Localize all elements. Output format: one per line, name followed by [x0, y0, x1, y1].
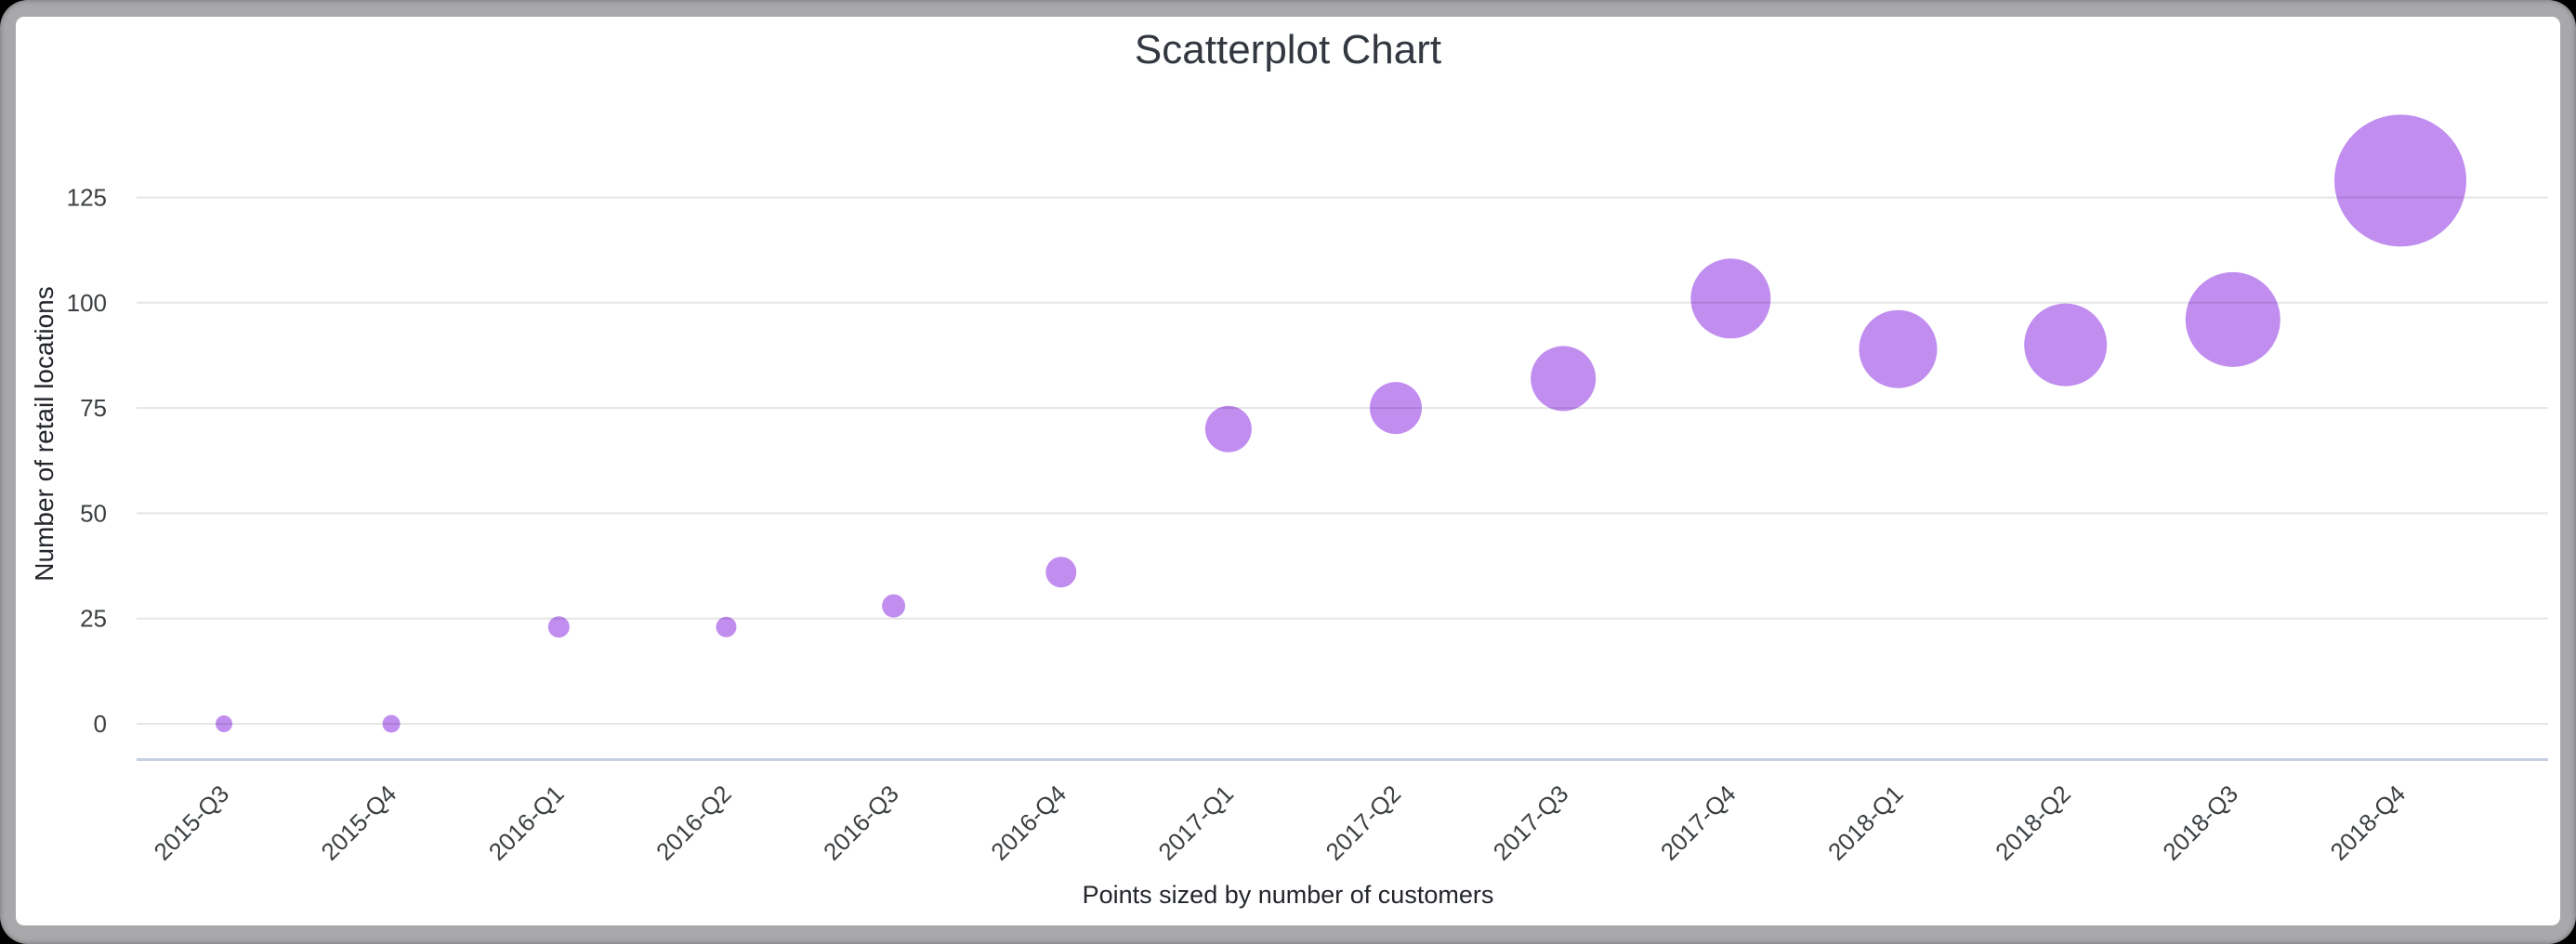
- bubble-2017-Q1[interactable]: [1204, 405, 1252, 452]
- y-tick-label-100: 100: [67, 289, 107, 317]
- bubble-2018-Q2[interactable]: [2024, 303, 2108, 387]
- y-tick-label-125: 125: [67, 184, 107, 212]
- y-tick-label-25: 25: [80, 605, 107, 633]
- x-tick-label-2016-Q1: 2016-Q1: [483, 780, 570, 866]
- bubble-2018-Q3[interactable]: [2185, 271, 2280, 367]
- chart-title: Scatterplot Chart: [1134, 27, 1442, 72]
- bubble-2017-Q2[interactable]: [1370, 382, 1422, 435]
- bubble-2016-Q3[interactable]: [882, 594, 906, 618]
- x-axis-caption: Points sized by number of customers: [1082, 881, 1494, 909]
- x-tick-label-2018-Q1: 2018-Q1: [1822, 780, 1909, 866]
- bubble-2016-Q1[interactable]: [547, 616, 570, 638]
- bubble-2017-Q4[interactable]: [1690, 258, 1771, 339]
- y-tick-label-50: 50: [80, 499, 107, 527]
- x-tick-label-2018-Q2: 2018-Q2: [1990, 780, 2076, 866]
- y-tick-label-75: 75: [80, 394, 107, 422]
- x-tick-label-2015-Q4: 2015-Q4: [316, 780, 402, 866]
- bubble-2015-Q3[interactable]: [216, 715, 232, 732]
- x-tick-label-2017-Q1: 2017-Q1: [1152, 780, 1239, 866]
- bubble-2017-Q3[interactable]: [1531, 346, 1597, 412]
- x-tick-label-2015-Q3: 2015-Q3: [148, 780, 234, 866]
- bubble-2015-Q4[interactable]: [382, 715, 401, 733]
- y-tick-label-0: 0: [94, 710, 107, 738]
- x-tick-label-2017-Q4: 2017-Q4: [1655, 780, 1741, 866]
- x-tick-label-2016-Q3: 2016-Q3: [818, 780, 904, 866]
- x-tick-label-2018-Q3: 2018-Q3: [2157, 780, 2243, 866]
- bubble-2018-Q4[interactable]: [2334, 114, 2466, 247]
- x-tick-label-2016-Q4: 2016-Q4: [985, 780, 1071, 866]
- bubble-2018-Q1[interactable]: [1859, 309, 1938, 388]
- bubble-2016-Q2[interactable]: [716, 616, 737, 637]
- x-tick-label-2017-Q3: 2017-Q3: [1488, 780, 1574, 866]
- x-tick-label-2017-Q2: 2017-Q2: [1320, 780, 1406, 866]
- bubble-2016-Q4[interactable]: [1045, 557, 1077, 588]
- x-tick-label-2018-Q4: 2018-Q4: [2324, 780, 2411, 866]
- x-tick-label-2016-Q2: 2016-Q2: [651, 780, 737, 866]
- chart-card: [16, 17, 2560, 925]
